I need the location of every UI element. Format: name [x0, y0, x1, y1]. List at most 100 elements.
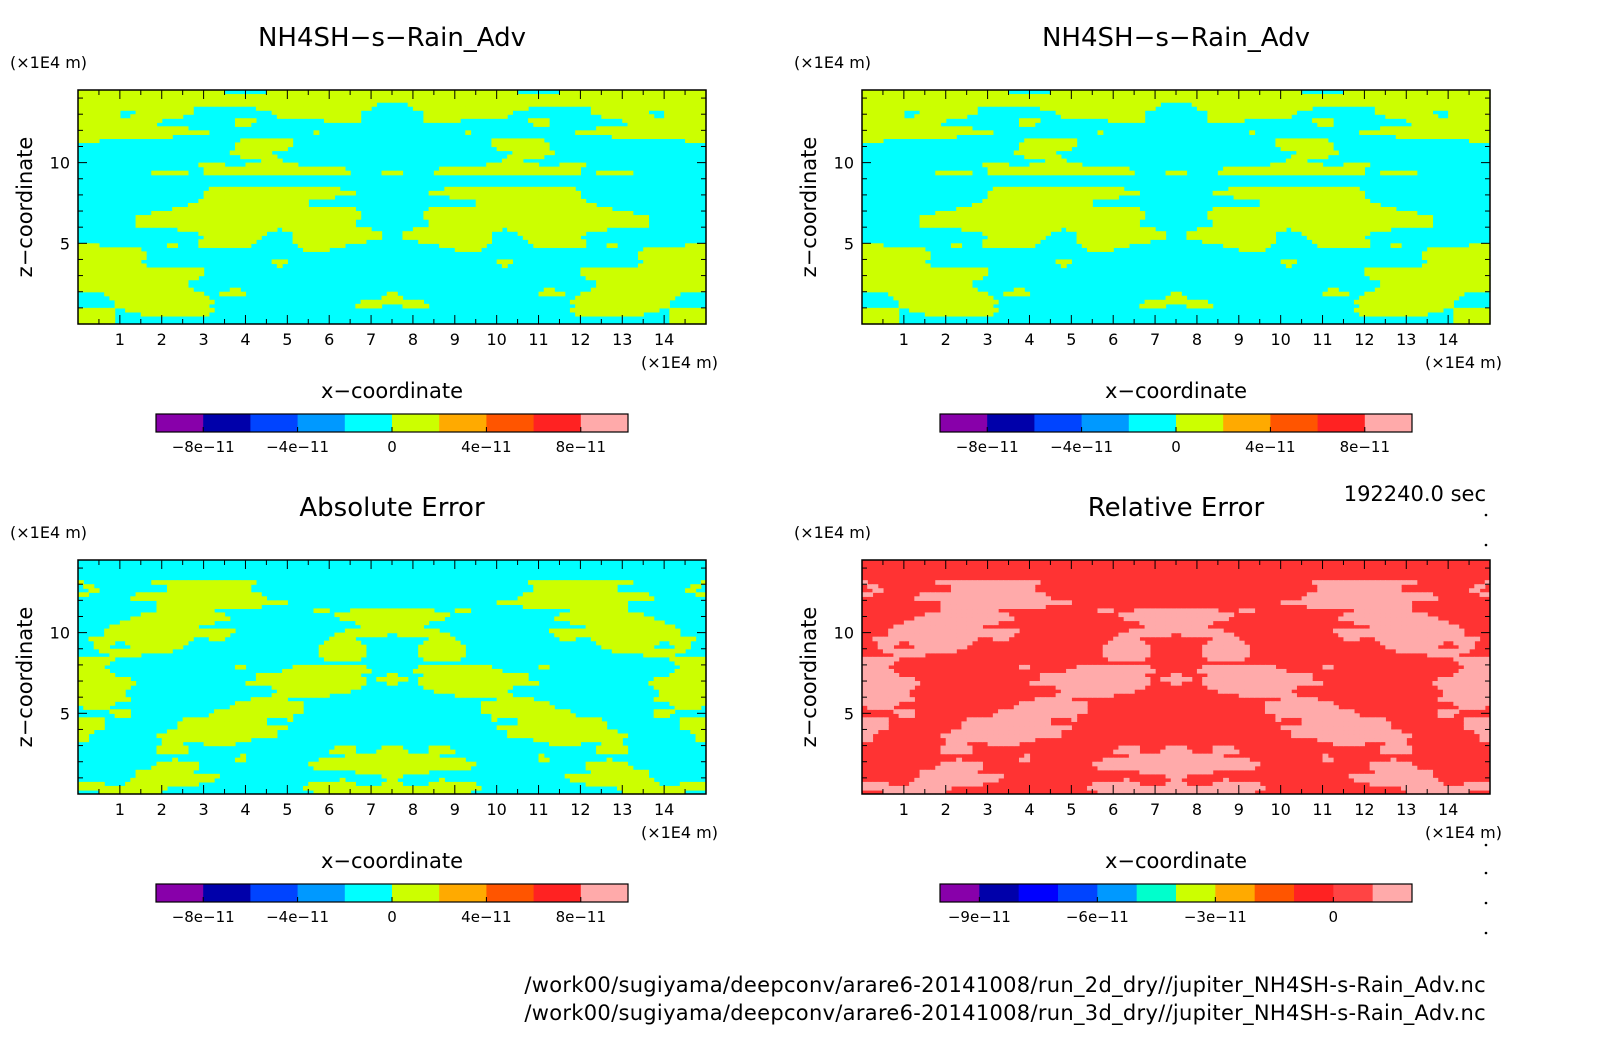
- heatmap-cell: [898, 275, 905, 281]
- heatmap-cell: [1066, 142, 1072, 148]
- heatmap-cell: [1369, 219, 1376, 224]
- heatmap-cell: [1463, 271, 1470, 277]
- heatmap-cell: [88, 279, 95, 285]
- heatmap-cell: [78, 243, 84, 248]
- heatmap-cell: [1474, 255, 1481, 261]
- heatmap-cell: [507, 194, 513, 200]
- heatmap-cell: [1453, 295, 1460, 301]
- heatmap-cell: [98, 122, 105, 127]
- heatmap-cell: [323, 219, 330, 224]
- heatmap-cell: [151, 295, 158, 301]
- heatmap-cell: [114, 106, 121, 111]
- heatmap-cell: [862, 271, 868, 277]
- heatmap-cell: [1380, 275, 1386, 281]
- heatmap-cell: [1019, 215, 1025, 220]
- heatmap-cell: [287, 207, 294, 212]
- heatmap-cell: [1233, 231, 1240, 236]
- heatmap-cell: [365, 102, 372, 107]
- heatmap-cell: [1223, 190, 1229, 196]
- heatmap-cell: [166, 271, 173, 277]
- colorbar-swatch: [392, 414, 440, 432]
- heatmap-cell: [245, 94, 252, 99]
- heatmap-cell: [549, 166, 555, 172]
- heatmap-cell: [1385, 207, 1392, 212]
- heatmap-cell: [104, 279, 110, 285]
- heatmap-cell: [971, 299, 978, 305]
- heatmap-cell: [909, 279, 915, 285]
- chart-panel-1: 1 2 3 4 5 6 7 8 9 10 11 12 13 14510NH4SH−s−Rain_Adv(×…: [10, 23, 718, 456]
- heatmap-cell: [554, 170, 561, 176]
- heatmap-cell: [1296, 166, 1303, 172]
- heatmap-cell: [627, 98, 634, 103]
- heatmap-cell: [507, 186, 513, 192]
- heatmap-cell: [454, 102, 461, 107]
- heatmap-cell: [1029, 170, 1036, 176]
- heatmap-cell: [334, 94, 341, 99]
- heatmap-cell: [507, 198, 513, 204]
- heatmap-cell: [135, 271, 142, 277]
- heatmap-cell: [276, 198, 283, 204]
- heatmap-cell: [313, 223, 320, 228]
- heatmap-cell: [617, 299, 623, 305]
- heatmap-cell: [271, 142, 278, 148]
- heatmap-cell: [533, 223, 540, 228]
- heatmap-cell: [898, 134, 905, 140]
- heatmap-cell: [564, 162, 571, 168]
- heatmap-cell: [1416, 307, 1423, 313]
- heatmap-cell: [1442, 251, 1449, 257]
- heatmap-cell: [695, 251, 702, 257]
- heatmap-cell: [255, 202, 262, 208]
- heatmap-cell: [924, 291, 931, 297]
- heatmap-cell: [611, 98, 618, 103]
- heatmap-cell: [877, 315, 884, 321]
- heatmap-cell: [507, 110, 513, 115]
- heatmap-cell: [198, 98, 205, 103]
- heatmap-cell: [339, 190, 346, 196]
- heatmap-cell: [950, 219, 957, 224]
- heatmap-cell: [903, 130, 910, 135]
- heatmap-cell: [198, 198, 205, 204]
- heatmap-cell: [125, 291, 131, 297]
- heatmap-cell: [1034, 154, 1041, 160]
- heatmap-cell: [266, 223, 273, 228]
- heatmap-cell: [88, 287, 95, 293]
- heatmap-cell: [1437, 251, 1444, 257]
- heatmap-cell: [140, 275, 147, 281]
- heatmap-cell: [198, 295, 205, 301]
- heatmap-cell: [512, 227, 519, 232]
- heatmap-cell: [1249, 227, 1256, 232]
- heatmap-cell: [208, 219, 215, 224]
- heatmap-cell: [914, 287, 921, 293]
- heatmap-cell: [182, 311, 189, 317]
- heatmap-cell: [486, 162, 493, 168]
- heatmap-cell: [1442, 263, 1449, 269]
- heatmap-cell: [664, 303, 670, 309]
- heatmap-cell: [1348, 166, 1355, 172]
- heatmap-cell: [1359, 223, 1365, 228]
- heatmap-cell: [632, 311, 639, 317]
- heatmap-cell: [308, 166, 315, 172]
- heatmap-cell: [1401, 279, 1407, 285]
- heatmap-cell: [271, 90, 278, 95]
- heatmap-cell: [528, 239, 534, 244]
- heatmap-cell: [339, 90, 346, 95]
- heatmap-cell: [350, 223, 356, 228]
- heatmap-cell: [83, 271, 90, 277]
- heatmap-cell: [486, 190, 493, 196]
- heatmap-cell: [690, 118, 697, 123]
- heatmap-cell: [992, 194, 999, 200]
- heatmap-cell: [1264, 190, 1271, 196]
- heatmap-cell: [412, 98, 419, 103]
- heatmap-cell: [1432, 259, 1439, 265]
- heatmap-cell: [945, 130, 952, 135]
- heatmap-cell: [250, 146, 257, 152]
- heatmap-cell: [93, 114, 100, 119]
- heatmap-cell: [1013, 287, 1020, 293]
- heatmap-cell: [1102, 194, 1109, 200]
- heatmap-cell: [1134, 190, 1140, 196]
- heatmap-cell: [1437, 295, 1444, 301]
- heatmap-cell: [339, 110, 346, 115]
- heatmap-cell: [695, 283, 702, 289]
- heatmap-cell: [78, 287, 84, 293]
- heatmap-cell: [1390, 299, 1397, 305]
